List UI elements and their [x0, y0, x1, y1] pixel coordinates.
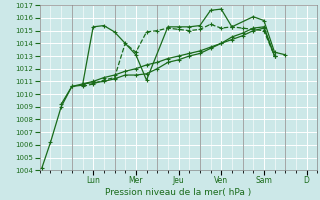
- X-axis label: Pression niveau de la mer( hPa ): Pression niveau de la mer( hPa ): [105, 188, 252, 197]
